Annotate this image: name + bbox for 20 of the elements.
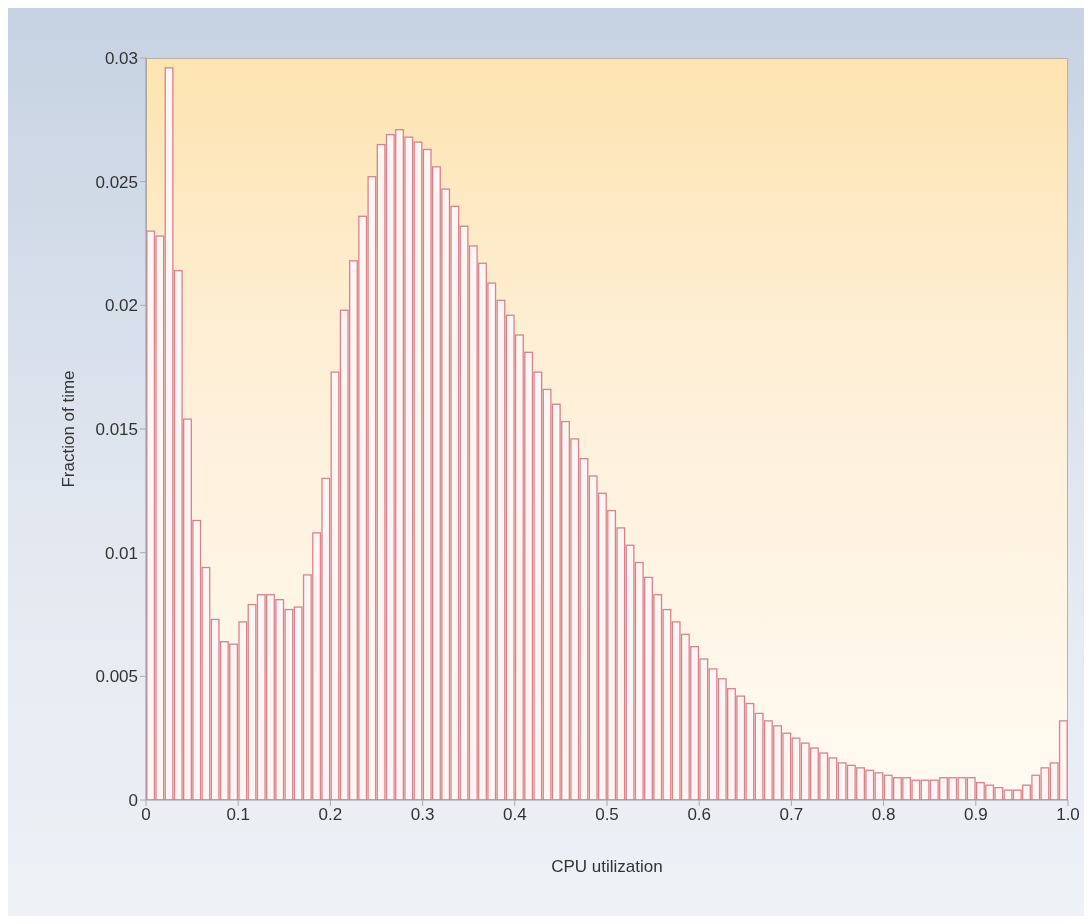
x-tick-label: 0	[141, 805, 151, 825]
y-axis-title: Fraction of time	[59, 370, 79, 488]
x-tick-label: 0.8	[871, 805, 896, 825]
x-tick-label: 1.0	[1056, 805, 1080, 825]
y-tick-label: 0	[128, 791, 138, 811]
y-tick-label: 0.03	[104, 49, 138, 69]
x-tick-label: 0.1	[226, 805, 251, 825]
x-tick-label: 0.6	[687, 805, 712, 825]
x-tick-label: 0.5	[595, 805, 619, 825]
y-tick-label: 0.02	[104, 296, 138, 316]
x-tick-label: 0.3	[410, 805, 435, 825]
y-tick-label: 0.005	[95, 667, 138, 687]
y-tick-label: 0.015	[95, 420, 138, 440]
x-tick-label: 0.9	[963, 805, 988, 825]
x-tick-label: 0.7	[779, 805, 804, 825]
x-tick-label: 0.2	[318, 805, 343, 825]
x-tick-label: 0.4	[502, 805, 527, 825]
x-axis-title: CPU utilization	[551, 857, 663, 876]
y-tick-label: 0.01	[104, 543, 138, 563]
y-tick-label: 0.025	[95, 172, 138, 192]
